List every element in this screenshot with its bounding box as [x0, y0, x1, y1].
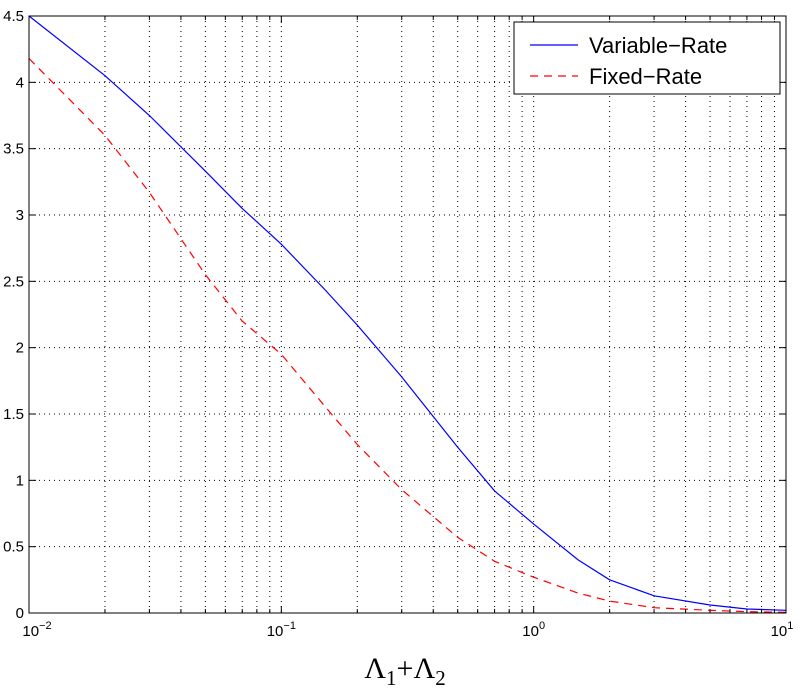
x-tick-label: 101: [771, 620, 794, 640]
y-tick-label: 1.5: [3, 406, 24, 423]
y-tick-label: 1: [16, 472, 24, 489]
y-tick-label: 3: [16, 207, 24, 224]
series-line-variable-rate: [28, 15, 787, 611]
y-tick-label: 0: [16, 605, 24, 622]
legend-box: [513, 21, 781, 95]
y-tick-label: 3.5: [3, 141, 24, 158]
legend-label: Fixed−Rate: [589, 64, 702, 89]
legend-label: Variable−Rate: [589, 33, 727, 58]
y-tick-label: 2: [16, 340, 24, 357]
x-tick-label: 10−2: [22, 620, 51, 640]
y-tick-label: 2.5: [3, 273, 24, 290]
plot-frame: [28, 15, 787, 614]
y-tick-label: 4.5: [3, 8, 24, 25]
x-axis-label: Λ1+Λ2: [364, 652, 445, 690]
y-tick-label: 4: [16, 74, 24, 91]
x-tick-label: 10−1: [267, 620, 296, 640]
y-tick-label: 0.5: [3, 539, 24, 556]
legend: Variable−Rate Fixed−Rate: [513, 21, 781, 95]
x-tick-label: 100: [522, 620, 545, 640]
series-line-fixed-rate: [28, 58, 787, 613]
